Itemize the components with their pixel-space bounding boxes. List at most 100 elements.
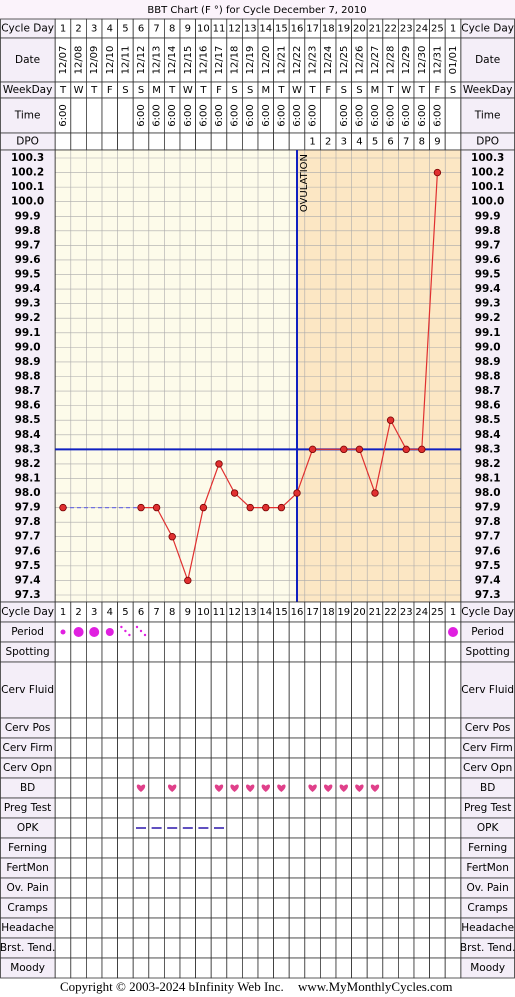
cycle_days-label: 1 bbox=[60, 24, 66, 35]
y-tick-label: 98.0 bbox=[15, 487, 41, 499]
cell bbox=[257, 621, 275, 643]
y-tick-label: 98.0 bbox=[475, 487, 501, 499]
cycle_days-label: 19 bbox=[337, 607, 350, 618]
cell bbox=[429, 757, 446, 779]
cell bbox=[397, 937, 415, 959]
y-tick-label: 97.3 bbox=[15, 589, 41, 601]
cell bbox=[382, 717, 399, 739]
cell bbox=[413, 777, 431, 799]
dates-label: 12/09 bbox=[89, 46, 100, 75]
cell bbox=[335, 737, 353, 759]
cell bbox=[163, 641, 181, 663]
cell bbox=[257, 837, 275, 859]
cell bbox=[148, 877, 165, 899]
cell bbox=[241, 897, 259, 919]
cycle_days-label: 8 bbox=[169, 24, 175, 35]
y-tick-label: 98.8 bbox=[15, 371, 41, 383]
cell bbox=[195, 957, 212, 979]
cell bbox=[413, 917, 431, 939]
row-label: Period bbox=[471, 626, 504, 638]
cell bbox=[444, 737, 462, 759]
cell bbox=[335, 797, 353, 819]
cell bbox=[288, 621, 306, 643]
cycle_days-label: 16 bbox=[291, 24, 304, 35]
period-mark bbox=[120, 625, 123, 629]
cell bbox=[351, 837, 368, 859]
cycle_days-label: 15 bbox=[275, 607, 288, 618]
cell bbox=[148, 777, 165, 799]
cell bbox=[413, 717, 431, 739]
weekdays-label: S bbox=[138, 85, 144, 96]
weekdays-label: T bbox=[59, 85, 67, 96]
cell bbox=[444, 777, 462, 799]
cell bbox=[319, 661, 337, 719]
y-tick-label: 100.1 bbox=[471, 181, 504, 193]
cell bbox=[397, 897, 415, 919]
cell bbox=[397, 817, 415, 839]
cell bbox=[179, 837, 197, 859]
cell bbox=[132, 132, 150, 151]
row-label: OPK bbox=[477, 822, 500, 834]
cell bbox=[288, 897, 306, 919]
cell bbox=[54, 132, 72, 151]
y-tick-label: 98.9 bbox=[475, 356, 501, 368]
cell bbox=[319, 877, 337, 899]
cell bbox=[117, 877, 134, 899]
row-label: BD bbox=[480, 782, 495, 794]
cell bbox=[195, 897, 212, 919]
temperature-dot bbox=[168, 533, 176, 541]
cycle_days-label: 23 bbox=[400, 607, 413, 618]
cell bbox=[429, 857, 446, 879]
cell bbox=[444, 641, 462, 663]
cell bbox=[101, 661, 119, 719]
cell bbox=[429, 817, 446, 839]
cycle_days-label: 13 bbox=[244, 607, 257, 618]
cell bbox=[273, 797, 290, 819]
dpo-label: 7 bbox=[403, 137, 409, 148]
cell bbox=[382, 897, 399, 919]
row-label: Date bbox=[15, 54, 40, 66]
cell bbox=[179, 132, 197, 151]
cell bbox=[273, 897, 290, 919]
cell bbox=[70, 917, 87, 939]
cell bbox=[304, 957, 321, 979]
cell bbox=[319, 857, 337, 879]
cell bbox=[273, 621, 290, 643]
cell bbox=[117, 717, 134, 739]
y-tick-label: 98.7 bbox=[475, 385, 501, 397]
cell bbox=[86, 837, 103, 859]
temperature-dot bbox=[184, 576, 192, 585]
cell bbox=[195, 621, 212, 643]
cell bbox=[226, 757, 243, 779]
cell bbox=[366, 797, 384, 819]
y-tick-label: 100.0 bbox=[471, 196, 504, 208]
cycle_days-label: 19 bbox=[337, 24, 350, 35]
cell bbox=[226, 937, 243, 959]
cell bbox=[288, 857, 306, 879]
cell bbox=[86, 717, 103, 739]
cell bbox=[304, 937, 321, 959]
row-label: Cycle Day bbox=[1, 606, 54, 618]
cell bbox=[54, 777, 72, 799]
cell bbox=[226, 897, 243, 919]
cell bbox=[86, 877, 103, 899]
row-label-cell bbox=[0, 661, 56, 719]
dates-label: 12/07 bbox=[58, 46, 69, 75]
period-mark bbox=[128, 633, 131, 637]
cell bbox=[101, 737, 119, 759]
cell bbox=[382, 737, 399, 759]
bd-heart bbox=[168, 784, 177, 792]
cell bbox=[163, 957, 181, 979]
y-tick-label: 98.2 bbox=[475, 458, 501, 470]
cell bbox=[257, 737, 275, 759]
cell bbox=[70, 717, 87, 739]
cell bbox=[241, 957, 259, 979]
cell bbox=[101, 641, 119, 663]
cell bbox=[54, 917, 72, 939]
cell bbox=[273, 661, 290, 719]
cell bbox=[366, 717, 384, 739]
dpo-label: 9 bbox=[434, 137, 440, 148]
cycle_days-label: 5 bbox=[122, 607, 128, 618]
cell bbox=[382, 857, 399, 879]
cell bbox=[335, 817, 353, 839]
